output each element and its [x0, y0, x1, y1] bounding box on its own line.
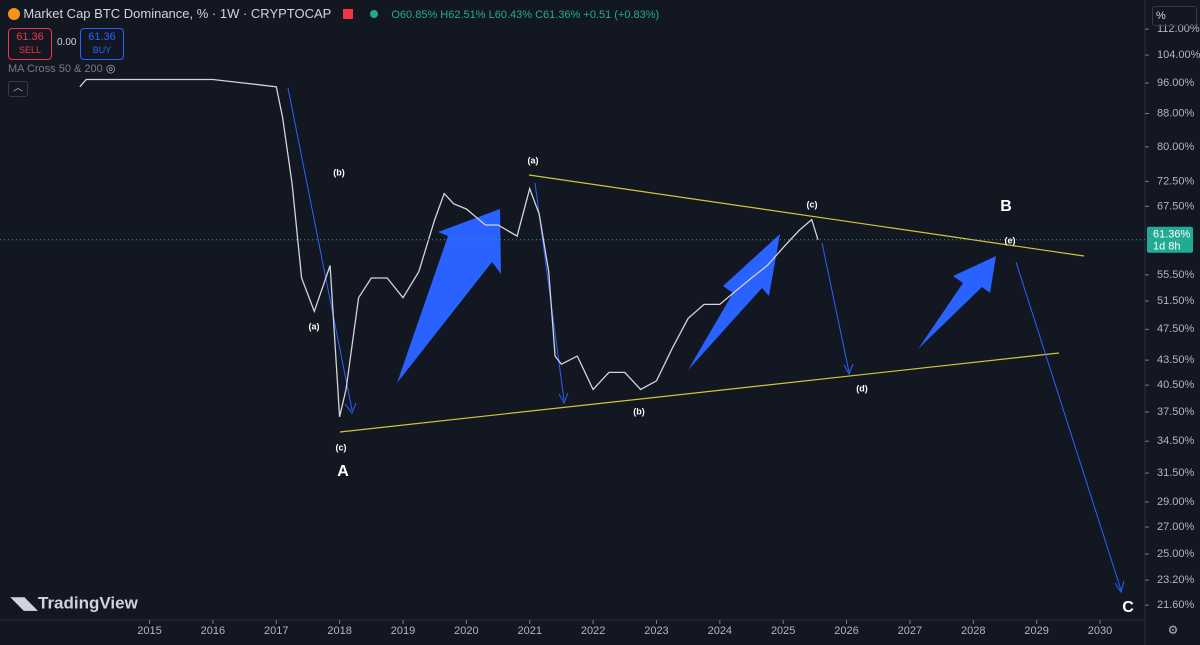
x-tick-label: 2029 — [1024, 625, 1048, 637]
y-tick-label: 47.50% — [1157, 323, 1195, 335]
last-price-tag — [1147, 226, 1193, 253]
flag[interactable] — [342, 9, 353, 19]
price-line — [79, 78, 819, 417]
symbol-title: Market Cap BTC Dominance, % · 1W · CRYPT… — [23, 6, 332, 21]
x-tick-label: 2027 — [898, 625, 922, 637]
y-tick-label: 104.00% — [1157, 49, 1200, 61]
arrow-head — [843, 363, 854, 376]
indicator: MA Cross 50 & 200 ◎ — [8, 62, 115, 75]
x-tick-label: 2025 — [771, 625, 795, 637]
x-tick-label: 2018 — [327, 625, 351, 637]
wave-label: (a) — [309, 321, 320, 331]
arrow — [397, 209, 501, 383]
trend-line — [528, 174, 1085, 257]
arrow-head — [1114, 580, 1125, 594]
y-tick-label: 27.00% — [1157, 521, 1195, 533]
x-tick-label: 2015 — [137, 625, 161, 637]
wave-label: A — [337, 463, 349, 480]
indicator-name: MA Cross 50 & 200 — [8, 63, 103, 75]
coin-icon — [8, 8, 20, 20]
wave-label: (a) — [528, 155, 539, 165]
buy-label[interactable]: BUY — [92, 45, 112, 55]
sell-price[interactable]: 61.36 — [16, 31, 44, 43]
y-tick-label: 112.00% — [1157, 23, 1200, 35]
wave-line — [1015, 261, 1122, 591]
wave-label: (b) — [333, 167, 345, 177]
countdown: 1d 8h — [1153, 241, 1181, 253]
trend-line — [339, 352, 1060, 433]
visibility-icon[interactable]: ◎ — [105, 63, 116, 75]
y-tick-label: 80.00% — [1157, 141, 1195, 153]
wave-label: (b) — [633, 406, 645, 416]
y-tick-label: 34.50% — [1157, 435, 1195, 447]
y-tick-label: 37.50% — [1157, 406, 1195, 418]
x-tick-label: 2026 — [834, 625, 858, 637]
x-tick-label: 2028 — [961, 625, 985, 637]
x-tick-label: 2019 — [391, 625, 415, 637]
y-tick-label: 21.60% — [1157, 599, 1195, 611]
y-tick-label: 72.50% — [1157, 175, 1195, 187]
x-tick-label: 2022 — [581, 625, 605, 637]
last-price-label: 61.36% — [1153, 229, 1191, 241]
y-tick-label: 55.50% — [1157, 269, 1195, 281]
wave-line — [287, 87, 353, 411]
wave-label: (c) — [807, 199, 818, 209]
x-tick-label: 2017 — [264, 625, 288, 637]
wave-label: B — [1000, 198, 1012, 215]
y-tick-label: 23.20% — [1157, 574, 1195, 586]
y-tick-label: 43.50% — [1157, 354, 1195, 366]
symbol-row: Market Cap BTC Dominance, % · 1W · CRYPT… — [8, 6, 659, 21]
y-tick-label: 40.50% — [1157, 379, 1195, 391]
wave-label: (e) — [1005, 235, 1016, 245]
arrow-head — [558, 392, 569, 405]
wave-line — [821, 242, 850, 373]
y-tick-label: 51.50% — [1157, 295, 1195, 307]
buy-button[interactable]: 61.36 BUY — [80, 28, 124, 60]
drawings — [287, 87, 1125, 594]
x-tick-label: 2016 — [201, 625, 225, 637]
scale-button[interactable]: % — [1152, 6, 1197, 26]
x-tick-label: 2021 — [517, 625, 541, 637]
sell-label[interactable]: SELL — [18, 45, 42, 55]
y-tick-label: 96.00% — [1157, 77, 1195, 89]
arrow — [688, 234, 780, 370]
x-tick-label: 2024 — [708, 625, 732, 637]
y-tick-label: 67.50% — [1157, 200, 1195, 212]
y-tick-label: 25.00% — [1157, 548, 1195, 560]
y-tick-label: 31.50% — [1157, 467, 1195, 479]
x-tick-label: 2030 — [1088, 625, 1112, 637]
collapse-button[interactable]: ︿ — [8, 81, 28, 97]
status-dot — [370, 10, 379, 18]
y-tick-label: 88.00% — [1157, 107, 1195, 119]
buy-price[interactable]: 61.36 — [88, 31, 116, 43]
spread: 0.00 — [57, 37, 77, 48]
x-tick-label: 2020 — [454, 625, 478, 637]
settings-icon[interactable]: ⚙ — [1168, 623, 1179, 637]
logo-mark: ◥◣ — [10, 593, 38, 612]
sell-button[interactable]: 61.36 SELL — [8, 28, 52, 60]
ohlc: O60.85% H62.51% L60.43% C61.36% +0.51 (+… — [391, 9, 660, 21]
y-tick-label: 29.00% — [1157, 496, 1195, 508]
wave-label: C — [1122, 599, 1134, 616]
wave-label: (c) — [336, 442, 347, 452]
wave-label: (d) — [856, 383, 868, 393]
x-tick-label: 2023 — [644, 625, 668, 637]
logo: TradingView — [38, 593, 139, 612]
arrow-head — [344, 402, 357, 414]
arrow — [918, 256, 996, 349]
